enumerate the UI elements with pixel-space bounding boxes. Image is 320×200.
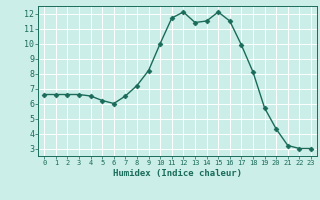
X-axis label: Humidex (Indice chaleur): Humidex (Indice chaleur) (113, 169, 242, 178)
